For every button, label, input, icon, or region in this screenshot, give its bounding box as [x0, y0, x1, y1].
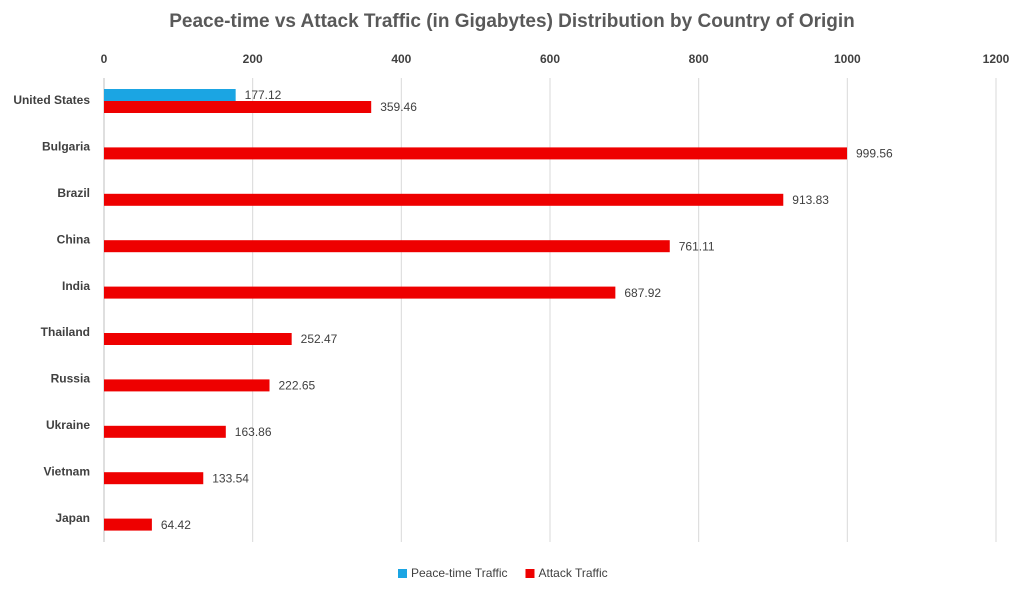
data-label: 64.42	[161, 518, 191, 532]
chart-title: Peace-time vs Attack Traffic (in Gigabyt…	[169, 11, 855, 32]
bar	[104, 101, 372, 113]
y-tick-label: China	[57, 232, 91, 246]
y-tick-label: Vietnam	[44, 464, 90, 478]
data-label: 133.54	[212, 471, 249, 485]
x-tick-label: 200	[243, 52, 263, 66]
x-tick-label: 1000	[834, 52, 861, 66]
x-tick-label: 400	[391, 52, 411, 66]
bar	[104, 425, 226, 438]
bar	[104, 472, 204, 485]
x-tick-label: 600	[540, 52, 560, 66]
data-label: 163.86	[235, 425, 272, 439]
bar	[104, 286, 616, 299]
y-tick-label: Japan	[55, 511, 90, 525]
y-tick-label: Ukraine	[46, 418, 90, 432]
y-tick-label: Thailand	[41, 325, 90, 339]
legend-label: Attack Traffic	[538, 566, 607, 580]
x-tick-label: 800	[689, 52, 709, 66]
data-label: 913.83	[792, 193, 829, 207]
data-label: 761.11	[679, 239, 715, 253]
x-tick-label: 0	[101, 52, 108, 66]
data-label: 252.47	[301, 332, 338, 346]
data-label: 177.12	[245, 88, 282, 102]
y-tick-label: Russia	[51, 372, 91, 386]
bar	[104, 240, 670, 253]
y-tick-label: Bulgaria	[42, 140, 90, 154]
y-tick-label: Brazil	[57, 186, 90, 200]
y-tick-label: United States	[13, 93, 90, 107]
x-tick-label: 1200	[983, 52, 1010, 66]
bar	[104, 333, 292, 345]
data-label: 999.56	[856, 147, 893, 161]
data-label: 222.65	[279, 379, 316, 393]
bar	[104, 89, 236, 101]
legend-label: Peace-time Traffic	[411, 566, 507, 580]
bar	[104, 379, 270, 392]
bar	[104, 518, 152, 531]
legend-swatch	[525, 569, 535, 578]
legend-swatch	[398, 569, 407, 578]
data-label: 687.92	[624, 286, 661, 300]
bar	[104, 193, 784, 206]
bar	[104, 147, 848, 160]
y-tick-label: India	[62, 279, 90, 293]
data-label: 359.46	[380, 100, 417, 114]
